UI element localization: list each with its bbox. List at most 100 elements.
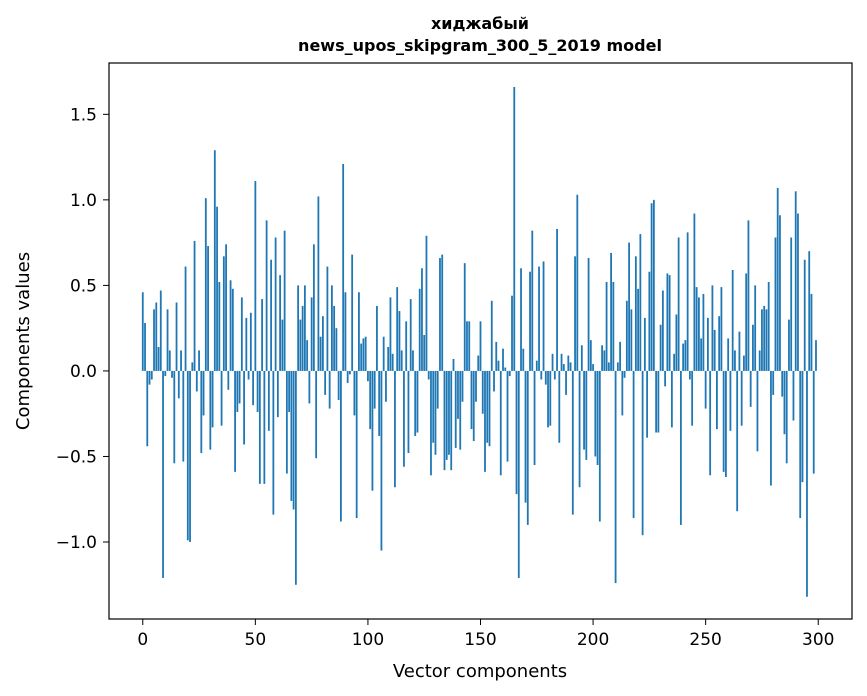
bar — [414, 370, 417, 436]
bar — [691, 370, 694, 426]
bar — [643, 317, 646, 371]
bar — [180, 350, 182, 371]
bar — [540, 370, 543, 380]
bar — [342, 163, 345, 371]
bar — [761, 309, 763, 371]
bar — [567, 355, 570, 371]
bar — [621, 370, 624, 416]
bar — [294, 370, 297, 585]
bar — [695, 287, 698, 371]
bar — [812, 370, 815, 474]
bar — [652, 199, 655, 371]
bar — [162, 370, 164, 578]
bar — [146, 370, 149, 447]
bar — [398, 311, 401, 371]
x-axis-label: Vector components — [393, 661, 567, 682]
bar — [797, 213, 799, 371]
bar — [508, 370, 511, 377]
bar — [484, 370, 486, 472]
bar — [598, 370, 601, 522]
bar — [495, 341, 498, 371]
bar — [247, 370, 250, 380]
bar — [349, 370, 351, 375]
bar — [517, 370, 520, 578]
y-tick-label: 0.5 — [70, 276, 97, 296]
bar — [457, 370, 459, 419]
bar — [655, 370, 658, 433]
bar — [700, 338, 703, 371]
bar — [558, 370, 561, 443]
bar — [625, 300, 628, 371]
bar — [544, 370, 547, 385]
bar — [189, 370, 191, 543]
bar — [157, 346, 160, 371]
bar — [173, 370, 176, 464]
bar — [731, 270, 734, 371]
bar — [648, 271, 651, 371]
bar — [637, 288, 640, 371]
bar — [371, 370, 374, 491]
x-tick-label: 300 — [802, 630, 834, 650]
bar — [195, 370, 198, 392]
bar — [576, 194, 579, 371]
bar — [333, 305, 336, 371]
bar — [711, 285, 714, 371]
bar — [324, 370, 327, 395]
bar — [346, 370, 349, 383]
bar — [470, 370, 473, 430]
bar — [630, 309, 633, 371]
bar — [547, 370, 549, 428]
bar — [186, 370, 189, 541]
bar — [245, 317, 248, 371]
bar — [141, 292, 144, 371]
bar — [707, 317, 709, 371]
bar — [661, 290, 664, 371]
bar — [166, 309, 169, 371]
bar — [520, 268, 522, 371]
bar — [668, 275, 671, 371]
bar — [684, 340, 687, 371]
bar — [308, 370, 311, 404]
bar — [198, 350, 200, 371]
bar — [774, 237, 777, 371]
bar — [256, 370, 259, 412]
bar — [639, 234, 642, 371]
bar — [396, 287, 399, 371]
bar — [803, 259, 806, 371]
bar — [448, 370, 450, 455]
bar — [213, 150, 216, 371]
bar — [560, 353, 563, 371]
bar — [756, 370, 759, 452]
bar — [407, 370, 410, 454]
bar — [499, 370, 502, 476]
bar — [587, 258, 590, 371]
bar — [200, 370, 203, 454]
bar — [675, 314, 678, 371]
bar — [227, 370, 230, 390]
bar — [263, 370, 266, 484]
bar — [418, 288, 421, 371]
bar — [727, 338, 730, 371]
bar — [580, 345, 583, 371]
bar — [202, 370, 205, 416]
bar — [713, 329, 716, 371]
bar — [164, 370, 167, 377]
bar — [450, 370, 453, 471]
bar — [682, 343, 685, 371]
bar — [779, 215, 781, 371]
bar — [619, 341, 621, 371]
bar — [475, 370, 477, 402]
bar — [716, 370, 718, 430]
bar — [504, 367, 507, 371]
bar — [416, 370, 419, 433]
bar — [445, 370, 448, 460]
bar — [589, 340, 592, 371]
bar — [312, 244, 315, 371]
bar — [405, 321, 408, 371]
bar — [794, 191, 797, 371]
bar — [443, 370, 446, 471]
bar — [303, 285, 306, 371]
bar — [436, 370, 439, 409]
bar — [301, 305, 304, 371]
bar — [808, 251, 811, 371]
